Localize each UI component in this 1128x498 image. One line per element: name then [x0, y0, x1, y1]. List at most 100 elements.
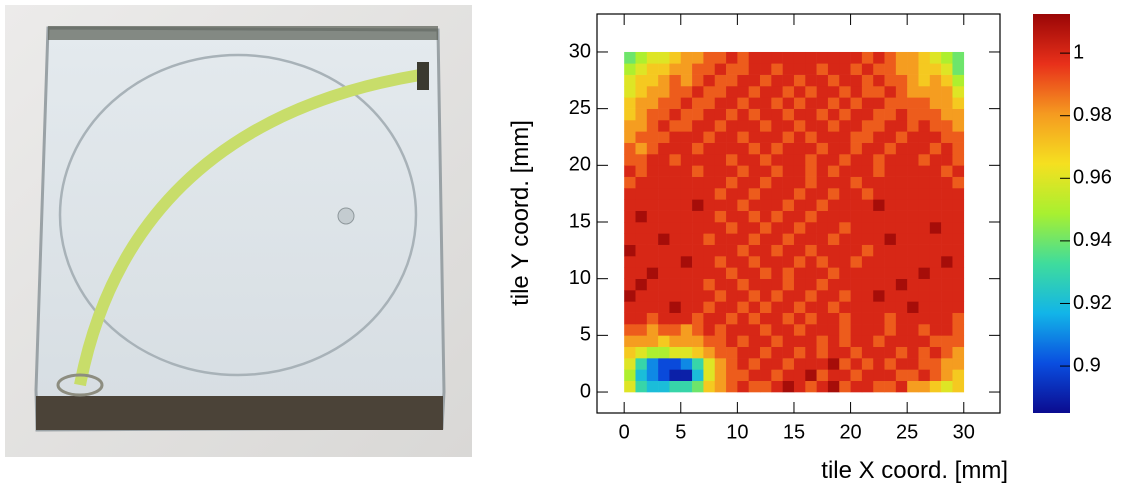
heatmap-cell — [793, 233, 806, 245]
heatmap-cell — [635, 153, 648, 166]
heatmap-cell — [941, 278, 953, 291]
heatmap-cell — [703, 278, 716, 291]
heatmap-cell — [907, 380, 919, 393]
heatmap-cell — [861, 233, 874, 245]
heatmap-cell — [782, 335, 795, 347]
heatmap-cell — [805, 335, 817, 347]
heatmap-cell — [714, 290, 727, 302]
heatmap-cell — [635, 256, 648, 268]
heatmap-cell — [760, 358, 772, 370]
heatmap-cell — [941, 380, 953, 393]
heatmap-cell — [850, 142, 863, 155]
heatmap-cell — [827, 187, 840, 200]
heatmap-cell — [737, 153, 749, 166]
heatmap-cell — [726, 85, 738, 98]
heatmap-cell — [658, 85, 670, 98]
heatmap-cell — [861, 199, 874, 211]
heatmap-cell — [918, 210, 931, 223]
heatmap-cell — [884, 346, 897, 359]
heatmap-cell — [827, 131, 840, 143]
heatmap-cell — [748, 256, 761, 268]
heatmap-cell — [850, 153, 863, 166]
heatmap-cell — [726, 369, 738, 381]
heatmap-cell — [737, 346, 749, 359]
y-tick-label: 30 — [569, 40, 591, 62]
heatmap-cell — [635, 301, 648, 313]
colorbar-tick-label: 0.98 — [1073, 104, 1112, 126]
heatmap-cell — [918, 324, 931, 336]
tile-dimple — [58, 53, 418, 377]
heatmap-cell — [839, 244, 851, 257]
heatmap-cell — [952, 51, 965, 64]
heatmap-cell — [816, 267, 829, 279]
heatmap-cell — [703, 256, 716, 268]
heatmap-cell — [771, 119, 783, 132]
heatmap-cell — [805, 131, 817, 143]
heatmap-cell — [952, 97, 965, 109]
heatmap-cell — [760, 301, 772, 313]
heatmap-cell — [748, 301, 761, 313]
heatmap-cell — [737, 176, 749, 189]
heatmap-cell — [884, 153, 897, 166]
heatmap-cell — [929, 312, 942, 325]
heatmap-cell — [703, 142, 716, 155]
heatmap-cell — [748, 165, 761, 177]
heatmap-cell — [850, 301, 863, 313]
heatmap-cell — [624, 233, 636, 245]
heatmap-cell — [737, 119, 749, 132]
fiber-loop — [56, 373, 104, 397]
heatmap-cell — [680, 153, 693, 166]
heatmap-cell — [827, 165, 840, 177]
heatmap-cell — [680, 278, 693, 291]
heatmap-cell — [850, 222, 863, 234]
heatmap-cell — [646, 153, 659, 166]
heatmap-cell — [941, 369, 953, 381]
heatmap-cell — [737, 142, 749, 155]
heatmap-cell — [714, 335, 727, 347]
heatmap-cell — [771, 108, 783, 121]
heatmap-cell — [680, 290, 693, 302]
heatmap-cell — [748, 97, 761, 109]
heatmap-cell — [952, 256, 965, 268]
heatmap-cell — [782, 187, 795, 200]
x-tick-label: 5 — [675, 421, 686, 443]
heatmap-cell — [929, 142, 942, 155]
heatmap-cell — [850, 165, 863, 177]
heatmap-cell — [873, 153, 885, 166]
heatmap-cell — [952, 369, 965, 381]
heatmap-cell — [624, 290, 636, 302]
heatmap-cell — [680, 63, 693, 75]
heatmap-cell — [827, 324, 840, 336]
heatmap-cell — [793, 210, 806, 223]
heatmap-cell — [771, 244, 783, 257]
heatmap-cell — [692, 267, 704, 279]
heatmap-cell — [884, 278, 897, 291]
heatmap-cell — [692, 312, 704, 325]
heatmap-cell — [714, 222, 727, 234]
heatmap-cell — [692, 176, 704, 189]
heatmap-cell — [861, 346, 874, 359]
heatmap-cell — [918, 278, 931, 291]
heatmap-cell — [918, 290, 931, 302]
heatmap-cell — [895, 244, 908, 257]
heatmap-cell — [782, 324, 795, 336]
heatmap-cell — [692, 256, 704, 268]
heatmap-cell — [827, 301, 840, 313]
heatmap-cell — [884, 358, 897, 370]
heatmap-cell — [850, 51, 863, 64]
heatmap-cell — [929, 108, 942, 121]
heatmap-cell — [658, 358, 670, 370]
heatmap-cell — [703, 51, 716, 64]
heatmap-cell — [793, 278, 806, 291]
heatmap-cell — [816, 63, 829, 75]
heatmap-cell — [737, 97, 749, 109]
heatmap-cell — [861, 324, 874, 336]
heatmap-cell — [737, 369, 749, 381]
heatmap-cell — [737, 358, 749, 370]
heatmap-cell — [771, 324, 783, 336]
heatmap-cell — [941, 335, 953, 347]
heatmap-cell — [805, 74, 817, 87]
heatmap-cell — [669, 301, 682, 313]
heatmap-cell — [760, 267, 772, 279]
heatmap-cell — [884, 380, 897, 393]
